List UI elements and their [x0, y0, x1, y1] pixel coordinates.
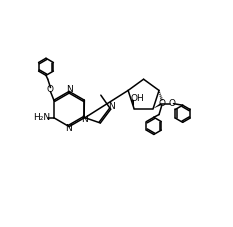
Text: O: O: [158, 99, 165, 108]
Text: N: N: [108, 102, 114, 111]
Text: O: O: [47, 85, 54, 94]
Text: H₂N: H₂N: [33, 113, 50, 122]
Polygon shape: [132, 100, 134, 109]
Text: N: N: [66, 85, 73, 94]
Polygon shape: [153, 103, 162, 109]
Text: N: N: [81, 115, 88, 124]
Text: N: N: [65, 124, 72, 133]
Text: O: O: [168, 99, 175, 108]
Text: OH: OH: [130, 94, 144, 103]
